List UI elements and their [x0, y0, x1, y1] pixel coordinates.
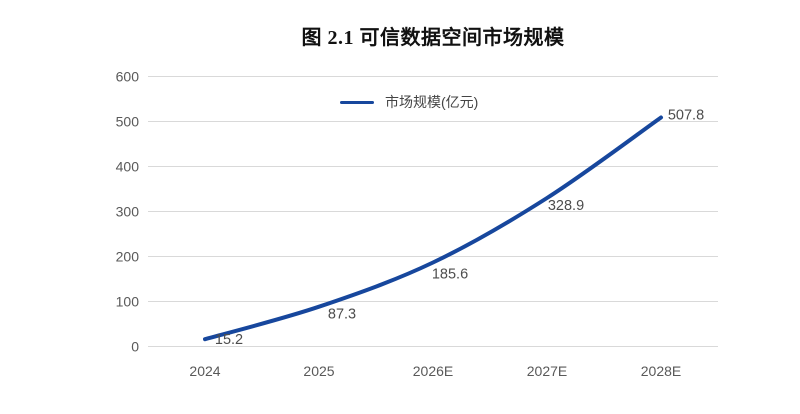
x-axis-tick-label: 2024	[189, 363, 220, 379]
y-axis-tick-label: 500	[116, 114, 140, 130]
y-axis-tick-label: 600	[116, 69, 140, 85]
y-axis-tick-label: 400	[116, 159, 140, 175]
x-axis-tick-label: 2028E	[641, 363, 681, 379]
legend-line-marker	[340, 100, 374, 104]
value-label: 15.2	[215, 332, 243, 348]
x-axis-tick-label: 2026E	[413, 363, 453, 379]
value-label: 185.6	[432, 266, 468, 282]
x-axis-tick-label: 2027E	[527, 363, 567, 379]
x-axis-tick-label: 2025	[303, 363, 334, 379]
y-axis-tick-label: 300	[116, 204, 140, 220]
y-axis-tick-label: 100	[116, 294, 140, 310]
series-line	[203, 115, 663, 342]
value-label: 328.9	[548, 198, 584, 214]
y-axis-tick-label: 0	[131, 339, 139, 355]
y-axis-tick-label: 200	[116, 249, 140, 265]
value-label: 507.8	[668, 107, 704, 123]
legend-label: 市场规模(亿元)	[385, 94, 479, 110]
legend: 市场规模(亿元)	[340, 94, 478, 110]
value-label: 87.3	[328, 307, 356, 323]
chart-title: 图 2.1 可信数据空间市场规模	[301, 27, 565, 49]
